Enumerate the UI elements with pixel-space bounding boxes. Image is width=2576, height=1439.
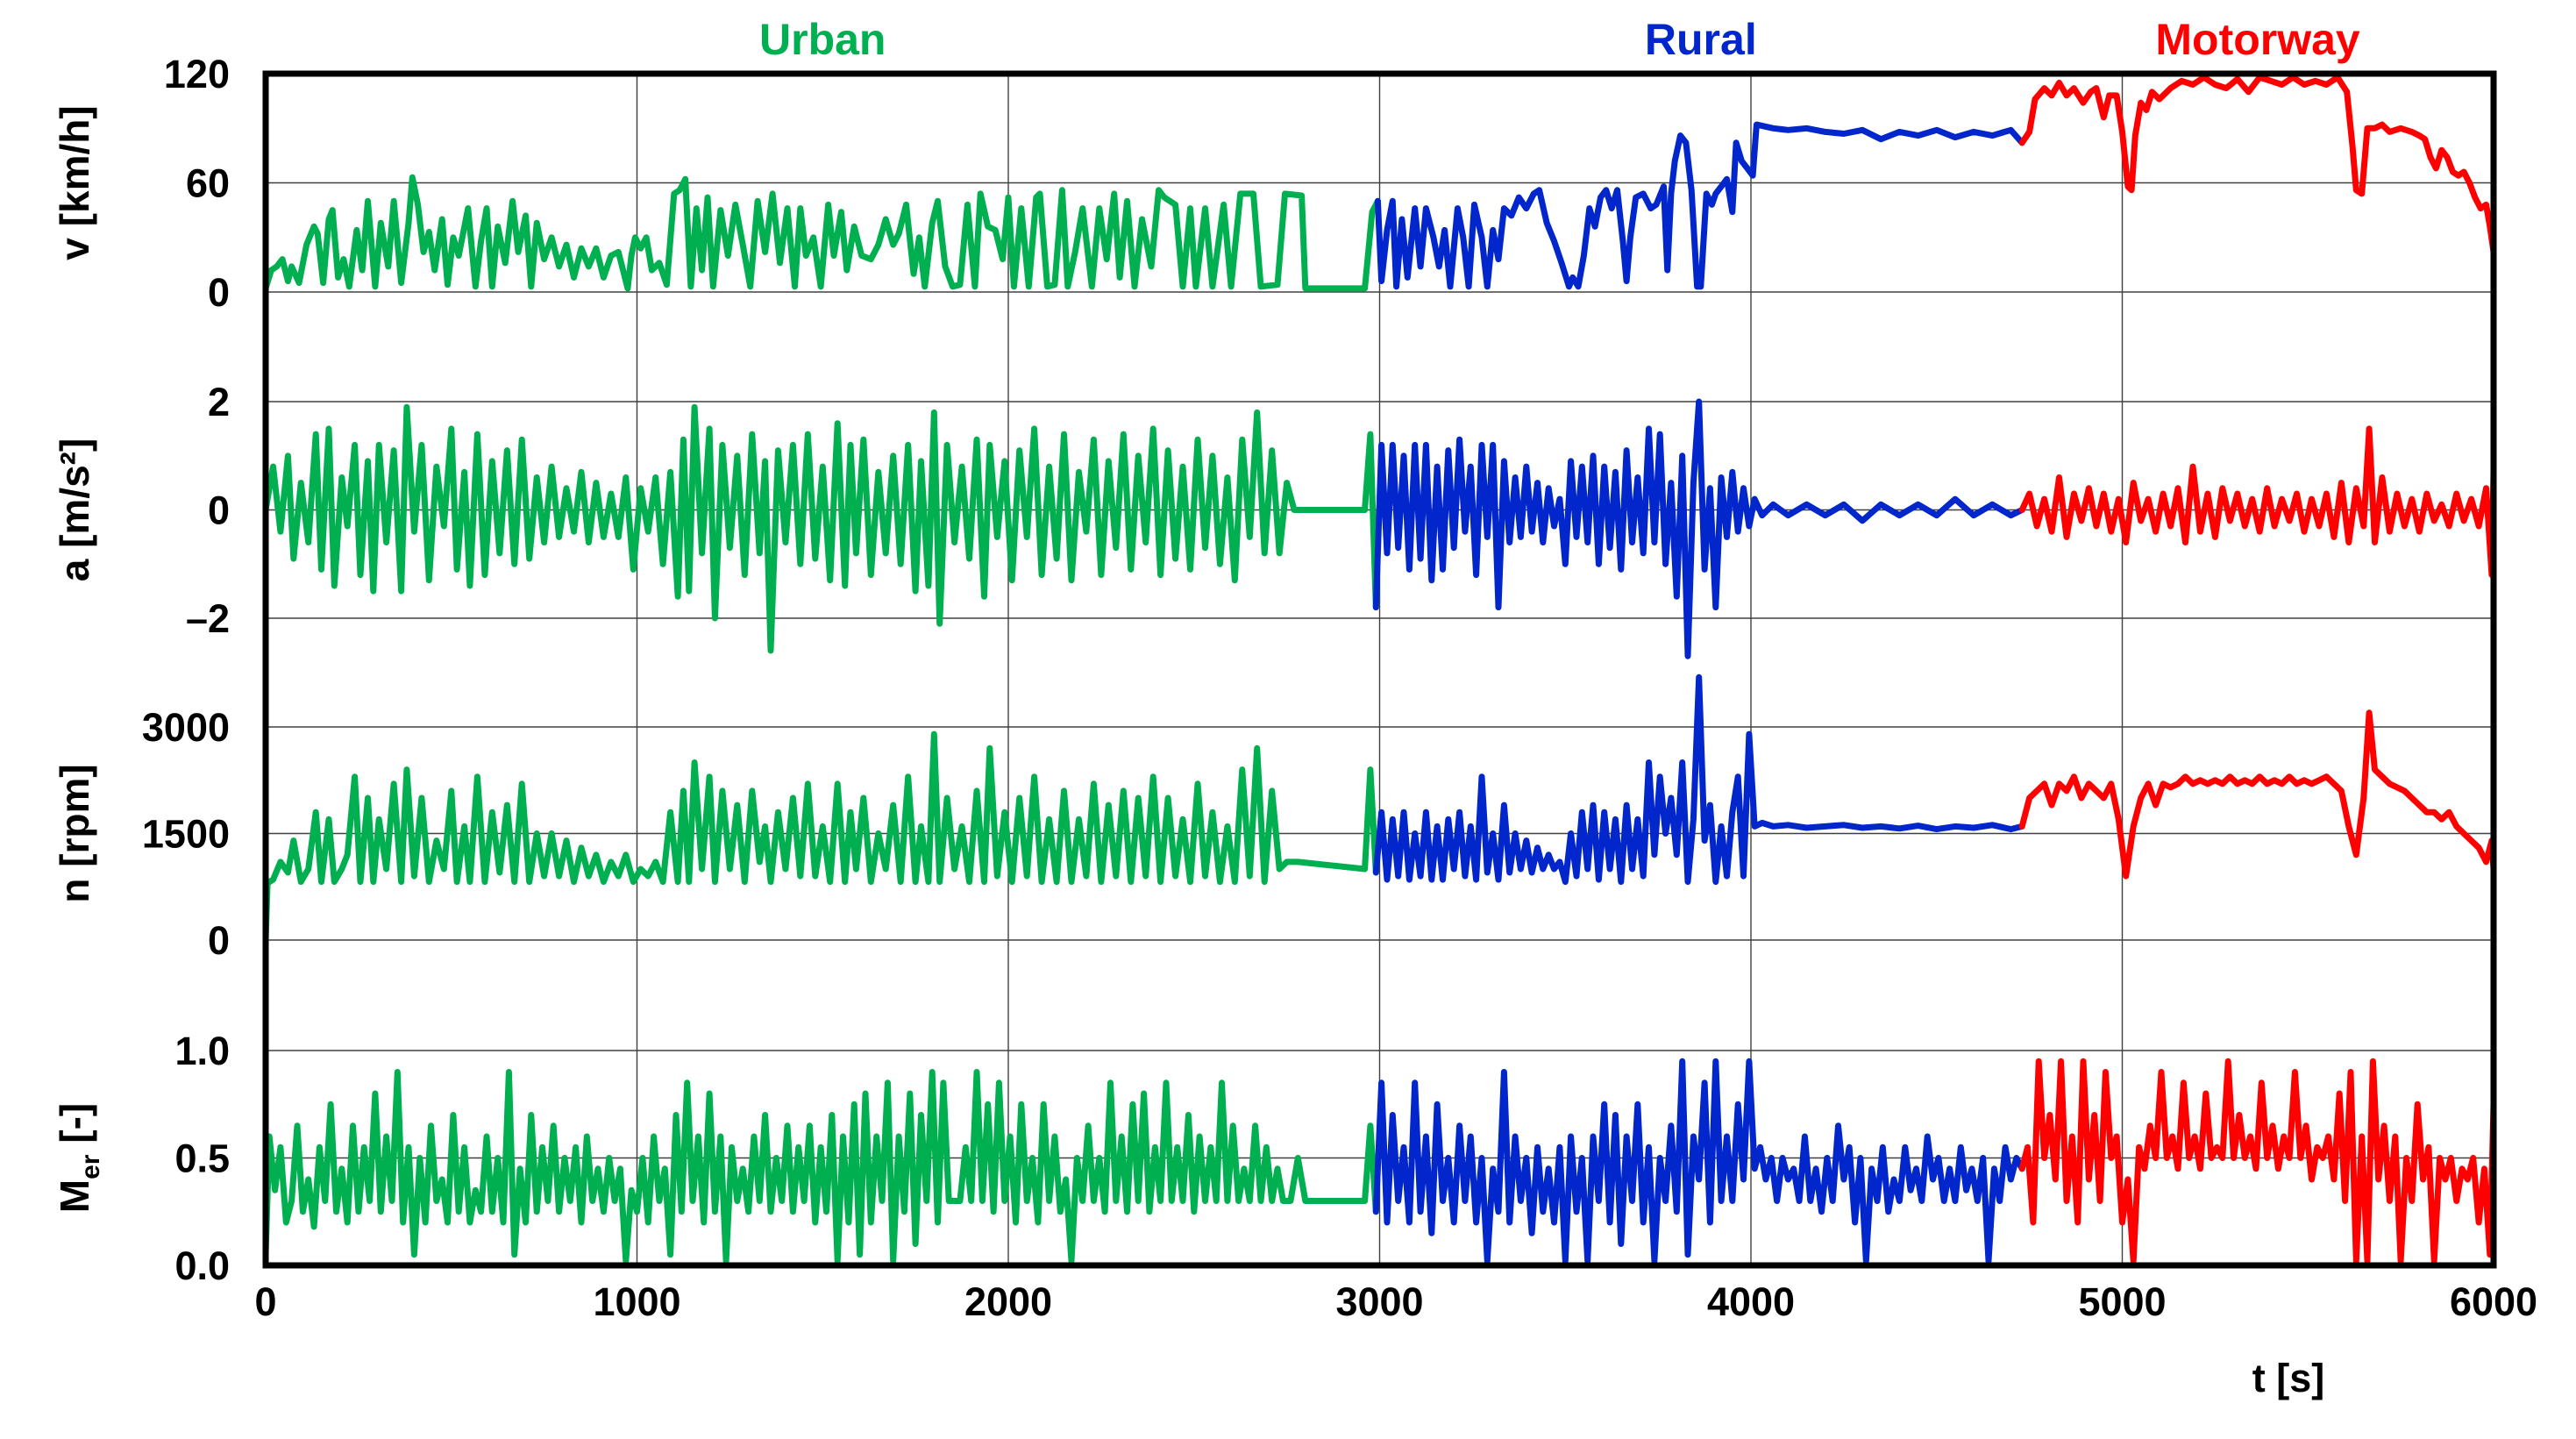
y-tick-label: 1.0 (174, 1029, 230, 1073)
tick-labels: 0 1000 2000 3000 4000 5000 6000 0 60 120 –2 0 2 0 1500… (142, 52, 2537, 1324)
y-axis-label: v [km/h] (52, 105, 97, 260)
x-tick-label: 1000 (593, 1279, 680, 1324)
y-axis-label: Mer [-] (52, 1103, 105, 1213)
series-line-a (2018, 425, 2497, 579)
series-line-n (262, 730, 1379, 944)
x-tick-label: 5000 (2078, 1279, 2166, 1324)
segment-label: Motorway (2155, 15, 2360, 64)
x-tick-label: 2000 (964, 1279, 1052, 1324)
y-tick-label: 3000 (142, 705, 230, 750)
series-line-v (2018, 74, 2497, 255)
data-series (262, 74, 2497, 1264)
series-line-v (1374, 121, 2025, 290)
y-tick-label: 0 (208, 488, 230, 533)
series-line-n (2018, 709, 2497, 880)
y-tick-label: 120 (164, 52, 230, 96)
plot-frame (262, 70, 2497, 1269)
y-tick-label: 60 (186, 161, 230, 206)
series-line-mer (262, 1069, 1379, 1264)
segment-label: Urban (759, 15, 886, 64)
y-tick-label: –2 (186, 596, 230, 641)
y-tick-label: 0.0 (174, 1243, 230, 1288)
y-axis-label: n [rpm] (52, 764, 97, 902)
series-line-n (1372, 673, 2025, 886)
y-tick-label: 1500 (142, 812, 230, 857)
series-line-a (262, 403, 1379, 654)
segment-labels: Urban Rural Motorway (759, 15, 2360, 64)
series-line-v (262, 174, 1381, 292)
y-tick-label: 0 (208, 270, 230, 315)
x-tick-label: 4000 (1707, 1279, 1795, 1324)
x-tick-label: 6000 (2450, 1279, 2537, 1324)
y-tick-label: 2 (208, 380, 230, 424)
x-tick-label: 3000 (1335, 1279, 1423, 1324)
y-tick-label: 0 (208, 918, 230, 963)
x-axis-label: t [s] (2252, 1356, 2325, 1400)
y-tick-label: 0.5 (174, 1136, 230, 1181)
series-line-mer (2018, 1058, 2497, 1264)
series-line-mer (1372, 1058, 2025, 1264)
y-axis-label: a [m/s²] (52, 438, 97, 582)
x-tick-label: 0 (254, 1279, 276, 1324)
y-axis-labels: v [km/h] a [m/s²] n [rpm] Mer [-] (52, 105, 105, 1213)
segment-label: Rural (1645, 15, 1757, 64)
series-line-a (1372, 398, 2025, 659)
